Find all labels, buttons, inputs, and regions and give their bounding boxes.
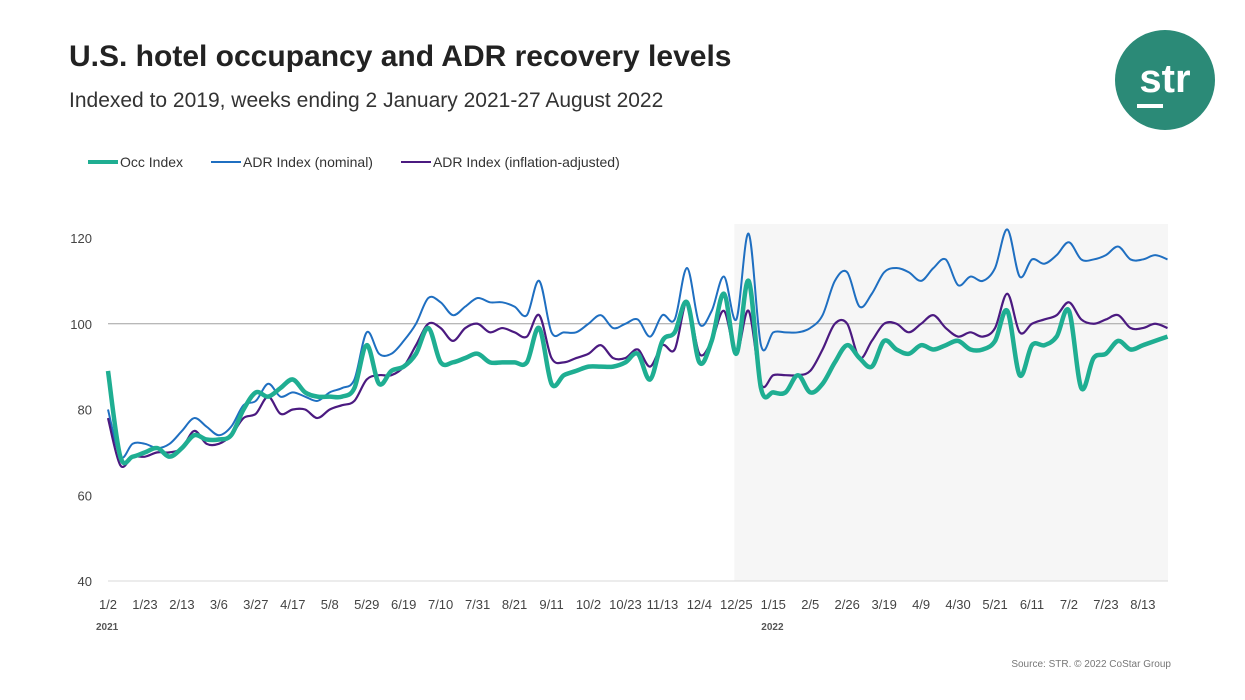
x-tick-label: 8/13 (1130, 597, 1155, 612)
svg-text:str: str (1139, 57, 1190, 101)
str-logo: str (1115, 30, 1215, 130)
x-tick-label: 4/9 (912, 597, 930, 612)
x-tick-label: 7/10 (428, 597, 453, 612)
x-tick-label: 6/19 (391, 597, 416, 612)
x-tick-label: 2/13 (169, 597, 194, 612)
source-note: Source: STR. © 2022 CoStar Group (1011, 659, 1171, 670)
x-tick-label: 6/11 (1020, 597, 1044, 612)
x-tick-label: 4/30 (945, 597, 970, 612)
x-tick-label: 3/19 (872, 597, 897, 612)
series-line-adr-inflation-adjusted (106, 292, 1168, 468)
y-tick-label: 80 (78, 403, 92, 418)
series-line-adr-nominal (107, 228, 1168, 459)
x-tick-label: 7/31 (465, 597, 490, 612)
x-tick-label: 12/25 (720, 597, 753, 612)
year-label: 2022 (761, 622, 784, 633)
x-tick-label: 1/23 (132, 597, 157, 612)
x-tick-label: 12/4 (687, 597, 712, 612)
y-tick-label: 100 (70, 317, 92, 332)
y-tick-label: 120 (70, 231, 92, 246)
series-line-occ-index (105, 278, 1169, 466)
x-tick-label: 5/8 (321, 597, 339, 612)
x-tick-label: 1/15 (761, 597, 786, 612)
x-tick-label: 3/27 (243, 597, 268, 612)
legend-label: Occ Index (120, 154, 184, 170)
year-label: 2021 (96, 622, 119, 633)
x-tick-label: 8/21 (502, 597, 527, 612)
legend-label: ADR Index (nominal) (243, 154, 373, 170)
legend-swatch (400, 161, 431, 163)
x-tick-label: 5/29 (354, 597, 379, 612)
x-tick-label: 7/2 (1060, 597, 1078, 612)
y-tick-label: 60 (78, 488, 92, 503)
x-tick-label: 10/23 (609, 597, 642, 612)
str-logo-mark: str (1137, 57, 1191, 108)
x-tick-label: 4/17 (280, 597, 305, 612)
legend-swatch (88, 160, 118, 164)
legend-swatch (211, 161, 242, 163)
chart-title: U.S. hotel occupancy and ADR recovery le… (69, 40, 732, 73)
x-tick-label: 7/23 (1093, 597, 1118, 612)
legend-label: ADR Index (inflation-adjusted) (432, 154, 620, 170)
x-tick-label: 2/5 (801, 597, 819, 612)
x-tick-label: 2/26 (835, 597, 860, 612)
chart-subtitle: Indexed to 2019, weeks ending 2 January … (69, 89, 664, 112)
x-tick-label: 3/6 (210, 597, 228, 612)
legend-item-adr-adjusted: ADR Index (inflation-adjusted) (400, 154, 620, 170)
shaded-region-2022 (734, 224, 1168, 581)
x-tick-label: 9/11 (539, 597, 563, 612)
legend-item-adr-nominal: ADR Index (nominal) (211, 154, 373, 170)
legend: Occ Index ADR Index (nominal) ADR Index … (88, 154, 620, 170)
y-tick-label: 40 (78, 574, 92, 589)
x-tick-label: 10/2 (576, 597, 601, 612)
legend-item-occ: Occ Index (88, 154, 183, 170)
x-tick-label: 5/21 (982, 597, 1007, 612)
x-tick-label: 1/2 (99, 597, 117, 612)
x-tick-label: 11/13 (647, 597, 679, 612)
